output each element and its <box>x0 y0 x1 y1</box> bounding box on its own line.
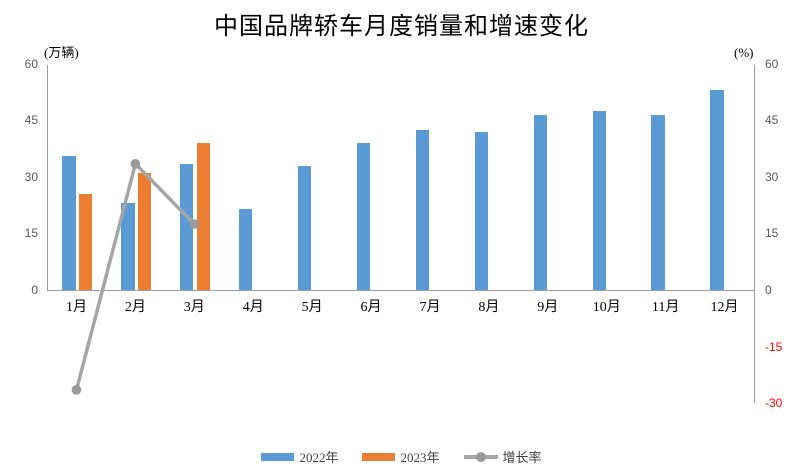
left-axis-tick: 0 <box>31 283 38 297</box>
bar-2022年-6月 <box>356 143 371 290</box>
category-label: 4月 <box>242 300 264 315</box>
category-label: 11月 <box>651 300 680 315</box>
legend-item-2023年: 2023年 <box>362 447 440 466</box>
right-axis-tick: -15 <box>765 339 783 354</box>
category-label: 5月 <box>301 300 323 315</box>
bar-2023年-2月 <box>137 173 152 290</box>
category-label: 10月 <box>592 300 621 315</box>
right-axis-tick: 30 <box>765 169 779 184</box>
bar-2022年-3月 <box>180 163 194 290</box>
category-label: 7月 <box>419 300 441 315</box>
category-label: 3月 <box>183 300 205 315</box>
category-label: 1月 <box>65 300 87 315</box>
legend-line-marker-icon <box>475 451 486 462</box>
category-label: 12月 <box>710 300 739 315</box>
left-axis-tick: 15 <box>24 226 38 241</box>
bar-2022年-11月 <box>651 114 665 290</box>
category-label: 9月 <box>537 300 559 315</box>
bar-2022年-7月 <box>415 129 430 290</box>
legend-line-swatch <box>463 451 498 463</box>
right-axis-line <box>754 65 755 403</box>
left-axis-tick: 30 <box>24 169 38 184</box>
legend-label: 2022年 <box>299 450 339 465</box>
bar-2022年-8月 <box>474 131 489 290</box>
bar-2023年-1月 <box>79 193 93 290</box>
right-axis-tick: 15 <box>765 226 779 241</box>
category-axis-line <box>47 290 755 291</box>
right-axis-tick: 45 <box>765 113 779 128</box>
legend-bar-swatch <box>362 452 396 461</box>
right-axis-unit-label: (%) <box>734 45 754 60</box>
bar-2022年-9月 <box>533 114 547 290</box>
left-axis-tick: 60 <box>24 56 38 71</box>
growth-rate-marker-2月 <box>130 159 141 169</box>
chart-title: 中国品牌轿车月度销量和增速变化 <box>214 14 589 40</box>
bar-2022年-12月 <box>710 90 724 290</box>
legend-label: 增长率 <box>502 450 542 465</box>
growth-rate-marker-1月 <box>71 385 82 395</box>
category-label: 8月 <box>478 300 500 315</box>
left-axis-line <box>47 65 48 290</box>
legend-bar-swatch <box>261 452 295 461</box>
right-axis-tick: 0 <box>765 283 772 297</box>
bar-2022年-4月 <box>239 209 253 290</box>
legend-item-增长率: 增长率 <box>463 447 542 466</box>
right-axis-tick: -30 <box>765 396 783 410</box>
bar-2022年-2月 <box>121 203 135 290</box>
left-axis-tick: 45 <box>24 113 38 128</box>
left-axis-unit-label: (万辆) <box>44 45 79 60</box>
growth-rate-line <box>74 160 196 391</box>
legend: 2022年 2023年 增长率 <box>0 447 803 466</box>
category-label: 6月 <box>360 300 382 315</box>
legend-item-2022年: 2022年 <box>261 447 338 466</box>
bar-2022年-5月 <box>297 165 312 290</box>
legend-label: 2023年 <box>400 450 440 465</box>
category-label: 2月 <box>124 300 146 315</box>
bar-2022年-1月 <box>62 156 76 290</box>
right-axis-tick: 60 <box>765 56 779 71</box>
bar-2022年-10月 <box>592 111 606 290</box>
bar-2023年-3月 <box>196 143 211 290</box>
